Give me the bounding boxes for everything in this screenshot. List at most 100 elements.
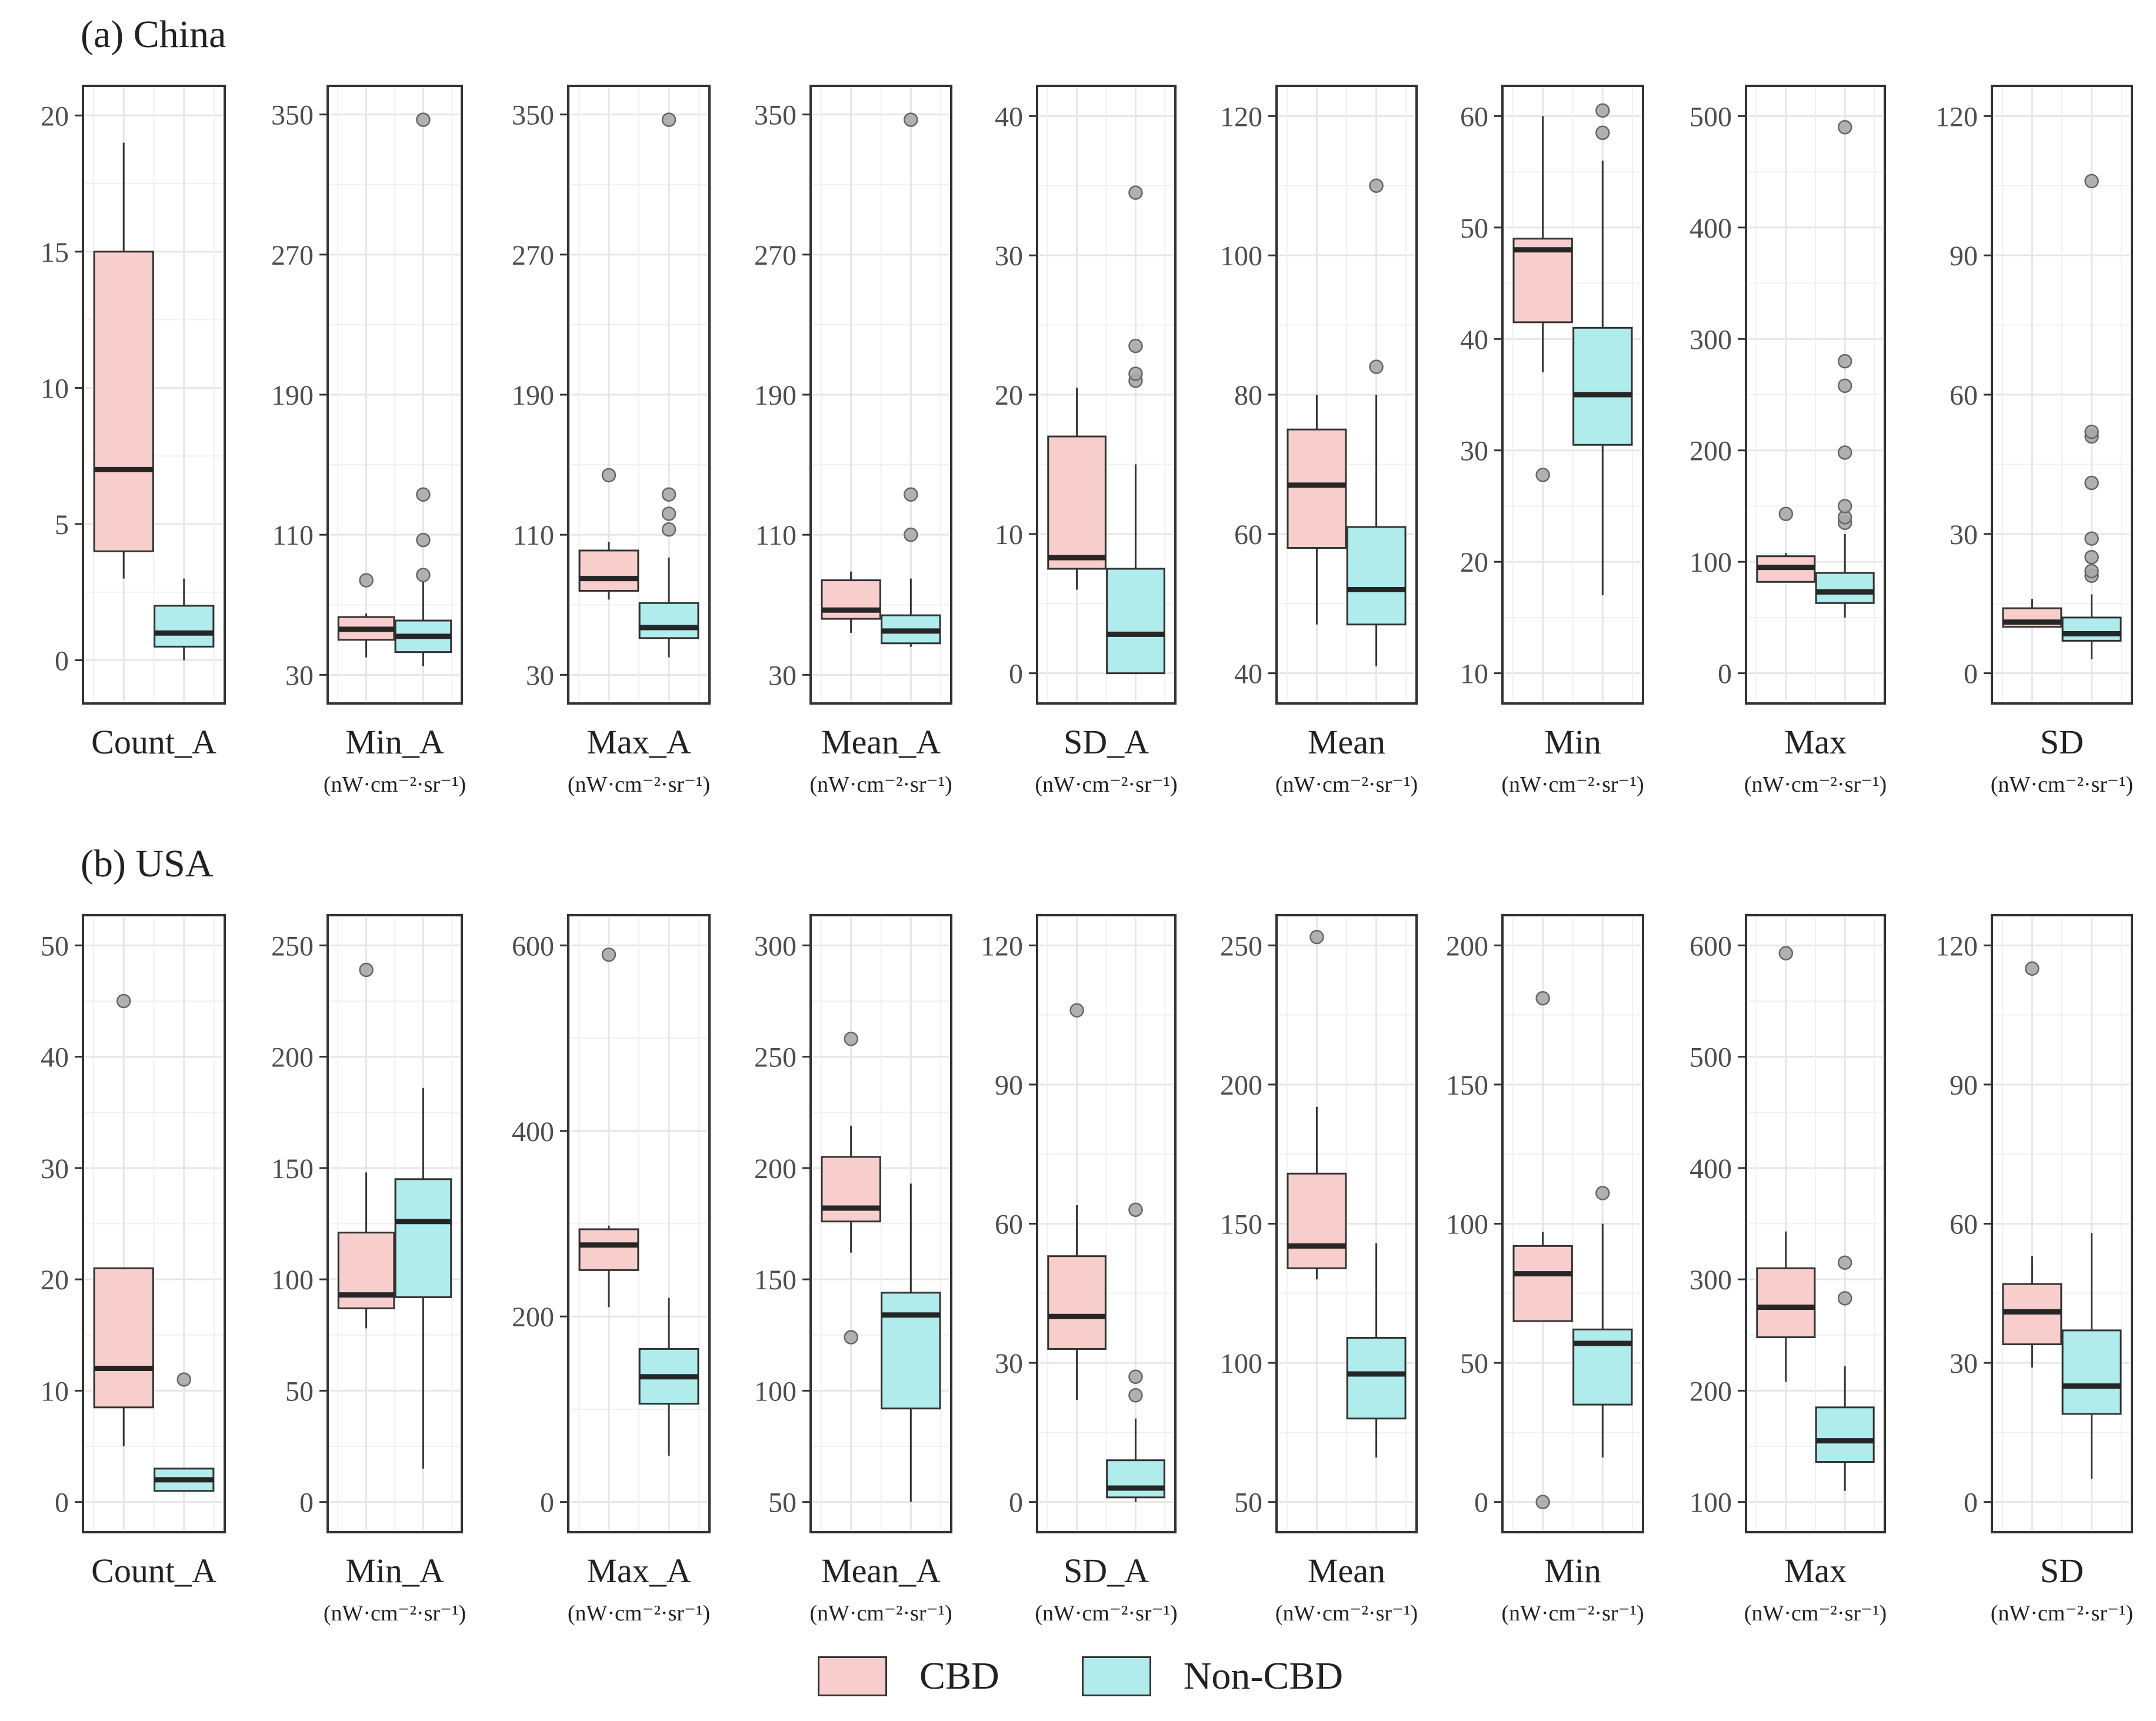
outlier-point <box>1535 468 1550 482</box>
outlier-point <box>661 112 677 127</box>
unit-label: (nW·cm⁻²·sr⁻¹) <box>1501 1601 1644 1626</box>
legend-swatch-non-cbd <box>1081 1656 1151 1696</box>
box-iqr <box>2061 1329 2122 1415</box>
subplot-min-a: 0 50 100 150 200 250 Min_A (nW·cm⁻²·sr⁻¹) <box>271 914 466 1626</box>
y-tick-label: 20 <box>41 1265 69 1296</box>
box-non-cbd <box>881 112 941 647</box>
unit-label: (nW·cm⁻²·sr⁻¹) <box>1035 1601 1177 1626</box>
legend-label-cbd: CBD <box>919 1655 999 1697</box>
y-tick-label: 350 <box>271 100 314 131</box>
box-iqr <box>1047 435 1107 570</box>
y-tick-label: 250 <box>271 930 314 962</box>
box-non-cbd <box>1346 178 1407 666</box>
outlier-point <box>2084 475 2099 491</box>
box-cbd <box>1512 116 1573 482</box>
box-cbd <box>337 573 395 658</box>
legend-swatch-cbd <box>818 1656 887 1696</box>
box-cbd <box>1756 506 1816 583</box>
y-tick-label: 60 <box>1234 519 1262 551</box>
subplot-max: 0 100 200 300 400 500 Max (nW·cm⁻²·sr⁻¹) <box>1690 85 1887 797</box>
outlier-point <box>1595 125 1610 141</box>
subplot-count-a: 0 10 20 30 40 50 Count_A <box>41 914 226 1590</box>
box-iqr <box>821 1156 881 1223</box>
subplot-frame <box>809 914 952 1533</box>
box-cbd <box>337 962 395 1329</box>
y-tick-label: 0 <box>299 1487 314 1519</box>
box-iqr <box>1756 1267 1816 1339</box>
outlier-point <box>1837 120 1852 135</box>
y-tick-label: 40 <box>995 101 1023 132</box>
outlier-point <box>1128 1388 1143 1403</box>
outlier-point <box>661 522 677 537</box>
outlier-point <box>1369 178 1384 194</box>
x-axis-label: Mean <box>1308 1552 1385 1590</box>
y-tick-label: 10 <box>41 1376 69 1407</box>
outlier-point <box>1837 499 1852 513</box>
y-tick-label: 150 <box>271 1153 314 1185</box>
subplot-frame <box>1745 914 1886 1533</box>
outlier-point <box>1309 929 1324 945</box>
outlier-point <box>1069 1003 1084 1018</box>
box-iqr <box>821 579 881 620</box>
outlier-point <box>2084 174 2099 189</box>
y-tick-label: 400 <box>1690 1153 1732 1185</box>
outlier-point <box>601 468 617 483</box>
outlier-point <box>116 993 131 1009</box>
subplot-count-a: 0 5 10 15 20 Count_A <box>41 85 226 761</box>
panel-usa: (b) USA 0 10 20 30 40 50 Count_A 0 50 100 150 200 250… <box>41 842 2133 1626</box>
outlier-point <box>1595 103 1610 118</box>
y-tick-label: 350 <box>512 100 554 131</box>
x-axis-label: Max <box>1784 723 1847 761</box>
unit-label: (nW·cm⁻²·sr⁻¹) <box>1744 772 1887 797</box>
subplot-mean-a: 50 100 150 200 250 300 Mean_A (nW·cm⁻²·sr⁻¹) <box>754 914 952 1626</box>
y-tick-label: 40 <box>1460 324 1488 355</box>
unit-label: (nW·cm⁻²·sr⁻¹) <box>568 772 710 797</box>
subplot-frame <box>1501 85 1644 705</box>
y-tick-label: 30 <box>526 660 554 691</box>
y-tick-label: 300 <box>754 930 797 962</box>
box-non-cbd <box>1346 1243 1407 1457</box>
y-tick-label: 50 <box>285 1376 314 1407</box>
box-iqr <box>93 251 154 552</box>
outlier-point <box>416 487 431 502</box>
outlier-point <box>416 532 431 548</box>
outlier-point <box>1128 185 1143 200</box>
y-tick-label: 270 <box>754 240 797 271</box>
outlier-point <box>661 487 677 502</box>
y-tick-label: 120 <box>1935 101 1978 132</box>
y-tick-label: 110 <box>513 520 554 551</box>
box-iqr <box>1815 572 1875 604</box>
outlier-point <box>904 487 918 502</box>
y-tick-label: 100 <box>1220 241 1262 272</box>
y-tick-label: 110 <box>272 520 314 551</box>
subplot-mean-a: 30 110 190 270 350 Mean_A (nW·cm⁻²·sr⁻¹) <box>754 85 952 797</box>
y-tick-label: 30 <box>1950 519 1978 551</box>
y-tick-label: 200 <box>1690 436 1732 467</box>
box-cbd <box>2002 599 2062 628</box>
unit-label: (nW·cm⁻²·sr⁻¹) <box>1744 1601 1887 1626</box>
y-tick-label: 0 <box>540 1487 554 1519</box>
box-non-cbd <box>638 112 699 658</box>
outlier-point <box>1778 506 1794 521</box>
x-axis-label: Min_A <box>345 723 444 761</box>
box-cbd <box>578 947 639 1308</box>
outlier-point <box>2084 550 2099 565</box>
x-axis-label: Count_A <box>91 723 216 761</box>
outlier-point <box>2025 961 2040 976</box>
x-axis-label: SD_A <box>1064 1552 1149 1590</box>
box-iqr <box>578 549 639 592</box>
box-cbd <box>93 142 154 579</box>
unit-label: (nW·cm⁻²·sr⁻¹) <box>324 1601 466 1626</box>
y-tick-label: 120 <box>1935 930 1978 962</box>
box-iqr <box>93 1267 154 1409</box>
unit-label: (nW·cm⁻²·sr⁻¹) <box>809 772 952 797</box>
box-iqr <box>1572 326 1633 446</box>
y-tick-label: 60 <box>1950 1209 1978 1240</box>
y-tick-label: 40 <box>1234 659 1262 690</box>
y-tick-label: 190 <box>754 380 797 411</box>
x-axis-label: SD <box>2040 723 2084 761</box>
outlier-point <box>1535 1495 1550 1509</box>
outlier-point <box>1837 378 1852 393</box>
box-cbd <box>1047 1003 1107 1400</box>
legend-label-non-cbd: Non-CBD <box>1183 1655 1344 1697</box>
